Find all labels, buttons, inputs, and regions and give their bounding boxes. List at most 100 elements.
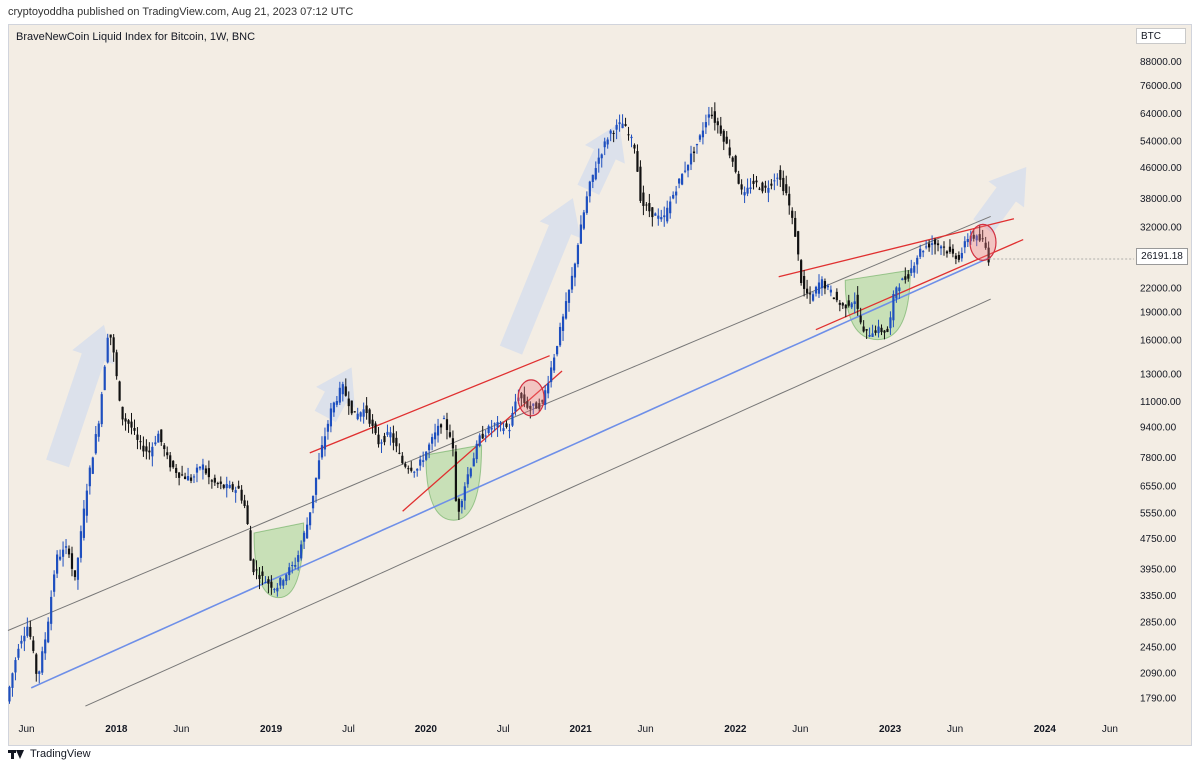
candle-body: [88, 467, 91, 487]
candle-body: [419, 459, 422, 466]
candle-body: [472, 458, 475, 467]
y-tick-label: 1790.00: [1140, 694, 1177, 705]
candle-body: [148, 450, 151, 453]
candle-body: [47, 621, 50, 643]
candle-body: [428, 444, 431, 451]
candle-body: [594, 168, 597, 180]
y-tick-label: 9400.00: [1140, 423, 1177, 434]
candle-body: [142, 445, 145, 452]
x-tick-label: 2022: [724, 724, 747, 735]
candle-body: [954, 255, 957, 259]
candle-body: [181, 474, 184, 476]
candle-body: [916, 257, 919, 265]
y-tick-label: 6550.00: [1140, 482, 1177, 493]
candle-body: [82, 508, 85, 538]
candle-body: [306, 524, 309, 539]
candle-body: [151, 446, 154, 457]
x-axis: Jun 2018 Jun 2019 Jul 2020 Jul 2021 Jun 2022 Jun 20…: [19, 724, 1118, 735]
projection-arrow: [46, 324, 115, 468]
candle-body: [374, 423, 377, 434]
candle-body: [707, 114, 710, 118]
candle-body: [978, 234, 981, 241]
candle-body: [621, 123, 624, 129]
candle-body: [743, 192, 746, 196]
candle-body: [874, 330, 877, 333]
candle-body: [505, 423, 508, 428]
candle-body: [612, 132, 615, 134]
candle-body: [692, 151, 696, 154]
candle-body: [814, 286, 818, 294]
candle-body: [832, 297, 835, 300]
x-tick-label: Jun: [947, 724, 963, 735]
candle-body: [803, 276, 806, 289]
candle-body: [588, 181, 591, 197]
candle-body: [975, 235, 978, 241]
candle-body: [231, 484, 234, 490]
candle-body: [332, 402, 335, 413]
y-tick-label: 46000.00: [1140, 163, 1182, 174]
candle-body: [448, 432, 452, 437]
candle-body: [344, 386, 347, 396]
candle-body: [880, 327, 883, 333]
candle-body: [264, 582, 267, 584]
x-tick-label: 2024: [1034, 724, 1057, 735]
candle-body: [710, 114, 713, 117]
candle-body: [535, 402, 538, 409]
candle-body: [139, 441, 142, 443]
candle-body: [811, 294, 815, 301]
candle-body: [335, 401, 338, 405]
x-tick-label: Jun: [638, 724, 654, 735]
candle-body: [820, 279, 824, 289]
candle-body: [895, 287, 898, 299]
candle-body: [350, 400, 353, 414]
candle-body: [898, 287, 901, 292]
candle-body: [416, 468, 419, 471]
candle-body: [353, 411, 356, 413]
candle-body: [722, 130, 725, 142]
candle-body: [85, 490, 88, 516]
candle-body: [957, 255, 960, 260]
candle-body: [70, 553, 74, 569]
candle-body: [365, 405, 368, 414]
candle-body: [240, 489, 243, 501]
candle-body: [100, 394, 103, 425]
candle-body: [511, 413, 514, 426]
candle-body: [502, 428, 505, 432]
candle-body: [246, 505, 249, 524]
candle-body: [127, 420, 130, 424]
candle-body: [639, 166, 642, 201]
candle-body: [303, 532, 306, 542]
x-tick-label: Jun: [173, 724, 189, 735]
candle-body: [981, 238, 984, 240]
candle-body: [773, 180, 776, 182]
candle-body: [538, 403, 541, 409]
candle-body: [541, 400, 544, 402]
y-tick-label: 2090.00: [1140, 668, 1177, 679]
candle-body: [657, 215, 660, 219]
candle-body: [53, 574, 56, 592]
candle-body: [555, 346, 559, 355]
candle-body: [243, 500, 246, 506]
candle-body: [383, 435, 386, 443]
candle-body: [291, 565, 294, 567]
candle-body: [904, 276, 907, 280]
candle-body: [618, 122, 621, 125]
candle-body: [237, 485, 240, 489]
candle-body: [782, 177, 785, 192]
candle-body: [514, 401, 517, 412]
candle-body: [17, 648, 20, 658]
candle-body: [689, 153, 693, 165]
green-zone: [253, 522, 305, 599]
candle-body: [758, 188, 761, 190]
candle-body: [258, 575, 261, 580]
candle-body: [919, 248, 922, 257]
candle-body: [8, 686, 11, 702]
currency-label[interactable]: BTC: [1136, 28, 1186, 44]
candle-body: [317, 460, 321, 479]
candle-body: [627, 134, 630, 136]
y-tick-label: 4750.00: [1140, 534, 1177, 545]
candle-body: [523, 394, 526, 403]
candle-body: [67, 548, 71, 555]
candle-body: [603, 141, 606, 148]
